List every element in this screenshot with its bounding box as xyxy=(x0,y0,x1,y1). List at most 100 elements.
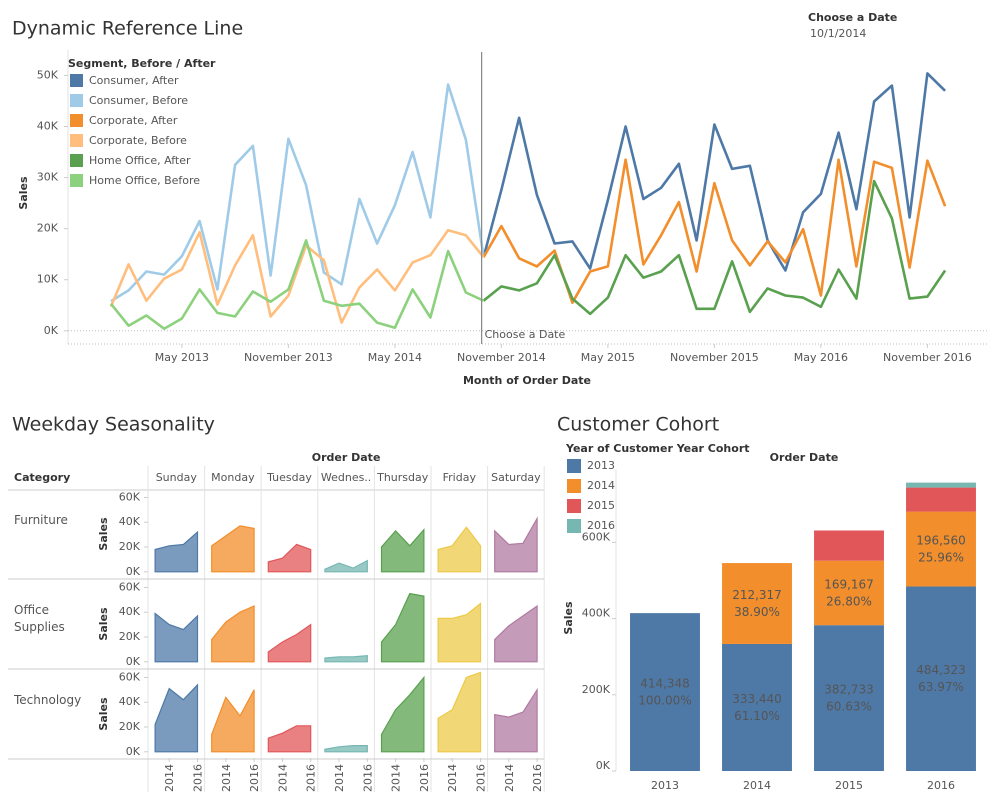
y-tick-label: 400K xyxy=(582,607,611,620)
x-tick-label: November 2016 xyxy=(883,351,972,364)
legend-label: Consumer, After xyxy=(89,74,179,87)
x-axis-label: Month of Order Date xyxy=(463,374,591,387)
y-axis-label: Sales xyxy=(97,607,110,641)
bar-segment xyxy=(906,586,976,771)
data-label: 333,440 xyxy=(732,692,782,706)
data-label-percent: 100.00% xyxy=(638,694,691,708)
line-series xyxy=(482,72,947,272)
row-label: Technology xyxy=(14,693,82,707)
column-label: Thursday xyxy=(376,471,429,484)
y-tick-label: 60K xyxy=(119,580,141,593)
y-tick-label: 30K xyxy=(37,171,59,184)
row-label-box: Furniture xyxy=(14,513,68,527)
row-label-box: Office Supplies xyxy=(14,603,65,634)
bar-segment xyxy=(722,563,792,644)
legend-swatch xyxy=(567,499,581,513)
legend-swatch xyxy=(567,459,581,473)
legend-swatch xyxy=(70,154,83,167)
data-label-percent: 63.97% xyxy=(918,680,964,694)
area xyxy=(267,623,312,663)
y-tick-label: 200K xyxy=(582,683,611,696)
y-tick-label: 600K xyxy=(582,530,611,543)
column-label: Sunday xyxy=(156,471,198,484)
y-tick-label: 40K xyxy=(119,695,141,708)
y-tick-label: 20K xyxy=(119,540,141,553)
x-tick-label: 2016 xyxy=(248,764,261,792)
area xyxy=(154,683,199,753)
x-tick-label: 2016 xyxy=(531,764,544,792)
x-tick-label: May 2015 xyxy=(581,351,635,364)
area xyxy=(437,602,482,663)
legend-swatch xyxy=(70,74,83,87)
legend-swatch xyxy=(567,519,581,533)
legend-label: Corporate, Before xyxy=(89,134,187,147)
chart-title: Dynamic Reference Line xyxy=(12,18,243,40)
x-tick-label: 2016 xyxy=(305,764,318,792)
bar-segment xyxy=(814,530,884,561)
legend-title: Segment, Before / After xyxy=(68,57,216,70)
line-series xyxy=(109,239,485,330)
line-series xyxy=(110,83,485,303)
x-tick-label: 2016 xyxy=(361,764,374,792)
x-tick-label: 2014 xyxy=(446,764,459,792)
y-tick-label: 0K xyxy=(126,745,141,758)
legend-label: Consumer, Before xyxy=(89,94,188,107)
data-label-percent: 26.80% xyxy=(826,594,872,608)
y-axis-label: Sales xyxy=(97,697,110,731)
y-tick-label: 40K xyxy=(119,605,141,618)
area xyxy=(211,689,255,753)
parameter-label: Choose a Date xyxy=(808,11,897,24)
area xyxy=(380,592,425,663)
data-label: 169,167 xyxy=(824,577,874,591)
legend-label: 2014 xyxy=(587,479,615,492)
area xyxy=(154,612,199,663)
area xyxy=(437,526,482,573)
data-label-percent: 60.63% xyxy=(826,700,872,714)
data-label: 484,323 xyxy=(916,663,966,677)
area xyxy=(494,687,538,753)
legend-title: Year of Customer Year Cohort xyxy=(565,442,750,455)
x-tick-label: May 2016 xyxy=(794,351,848,364)
x-tick-label: 2014 xyxy=(163,764,176,792)
y-tick-label: 0K xyxy=(126,655,141,668)
reference-line-label: Choose a Date xyxy=(485,328,566,341)
data-label: 212,317 xyxy=(732,588,782,602)
y-tick-label: 20K xyxy=(119,630,141,643)
line-series xyxy=(109,228,485,324)
bar-segment xyxy=(814,625,884,771)
column-header: Order Date xyxy=(770,451,839,464)
column-header: Order Date xyxy=(312,451,381,464)
x-tick-label: November 2013 xyxy=(244,351,333,364)
x-tick-label: 2014 xyxy=(743,779,771,792)
x-tick-label: 2016 xyxy=(418,764,431,792)
data-label: 382,733 xyxy=(824,683,874,697)
legend-label: Home Office, Before xyxy=(89,174,200,187)
row-label-box: Technology xyxy=(14,693,82,707)
legend-label: Corporate, After xyxy=(89,114,178,127)
y-tick-label: 40K xyxy=(37,120,59,133)
legend-label: 2016 xyxy=(587,519,615,532)
area xyxy=(494,604,538,663)
bar-segment xyxy=(814,560,884,626)
legend-label: 2013 xyxy=(587,459,615,472)
x-tick-label: 2014 xyxy=(390,764,403,792)
line-series xyxy=(482,158,947,304)
data-label: 414,348 xyxy=(640,677,690,691)
y-tick-label: 60K xyxy=(119,670,141,683)
row-header: Category xyxy=(14,471,70,484)
y-tick-label: 40K xyxy=(119,515,141,528)
y-axis-label: Sales xyxy=(562,601,575,635)
chart-title: Customer Cohort xyxy=(557,414,719,436)
area xyxy=(437,671,482,753)
y-tick-label: 60K xyxy=(119,490,141,503)
y-axis-label: Sales xyxy=(97,517,110,551)
bar-segment xyxy=(906,482,976,488)
y-axis-label: Sales xyxy=(17,176,30,210)
x-tick-label: May 2014 xyxy=(368,351,422,364)
parameter-value[interactable]: 10/1/2014 xyxy=(810,27,866,40)
y-tick-label: 0K xyxy=(596,759,611,772)
y-tick-label: 0K xyxy=(126,565,141,578)
y-tick-label: 20K xyxy=(119,720,141,733)
